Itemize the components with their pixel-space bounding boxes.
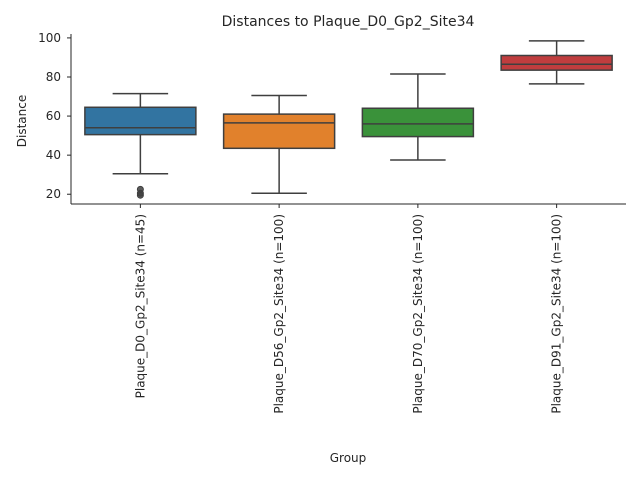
- x-tick-label: Plaque_D91_Gp2_Site34 (n=100): [550, 214, 564, 414]
- box-group: [222, 94, 336, 195]
- y-tick-label: 20: [46, 187, 61, 201]
- box-group: [500, 40, 613, 85]
- y-tick-label: 40: [46, 148, 61, 162]
- y-tick-label: 60: [46, 109, 61, 123]
- box-body: [84, 106, 197, 136]
- y-tick-label: 80: [46, 70, 61, 84]
- x-axis-label: Group: [330, 451, 367, 465]
- x-axis-ticks: Plaque_D0_Gp2_Site34 (n=45) Plaque_D56_Gp…: [133, 204, 564, 414]
- box-group: [84, 92, 197, 199]
- box-body: [222, 113, 336, 150]
- x-tick-label: Plaque_D70_Gp2_Site34 (n=100): [411, 214, 425, 414]
- y-axis-ticks: 20 40 60 80 100: [38, 31, 71, 201]
- x-tick-label: Plaque_D56_Gp2_Site34 (n=100): [272, 214, 286, 414]
- x-tick-label: Plaque_D0_Gp2_Site34 (n=45): [133, 214, 147, 398]
- box-body: [500, 54, 613, 71]
- box-body: [361, 107, 475, 138]
- outlier-point: [136, 191, 144, 199]
- y-tick-label: 100: [38, 31, 61, 45]
- y-axis-label: Distance: [15, 95, 29, 147]
- box-group: [361, 73, 475, 161]
- chart-title: Distances to Plaque_D0_Gp2_Site34: [222, 14, 475, 30]
- plot-area: [84, 40, 613, 199]
